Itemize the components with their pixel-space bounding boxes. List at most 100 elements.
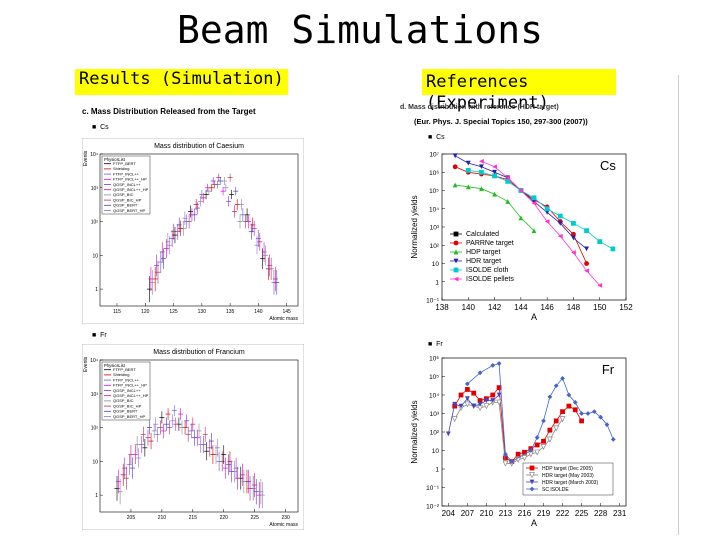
y-tick-label: 10² xyxy=(430,430,440,437)
page-title: Beam Simulations xyxy=(176,8,544,52)
data-marker xyxy=(544,210,550,215)
data-marker xyxy=(492,169,497,175)
y-tick-label: 1 xyxy=(435,279,439,286)
x-tick-label: 120 xyxy=(141,309,150,315)
y-tick-label: 10⁻¹ xyxy=(426,485,440,492)
data-marker xyxy=(477,398,483,403)
y-tick-label: 1 xyxy=(435,467,439,474)
data-marker xyxy=(496,385,502,390)
data-marker xyxy=(585,411,591,416)
x-axis-label: A xyxy=(531,518,537,528)
data-marker xyxy=(529,486,535,492)
data-marker xyxy=(529,479,535,485)
y-axis-label: Normalized yields xyxy=(410,195,419,258)
x-tick-label: 125 xyxy=(169,309,178,315)
left-cs-text: Cs xyxy=(100,124,109,131)
y-tick-label: 10⁶ xyxy=(429,170,439,177)
right-fr-text: Fr xyxy=(436,341,443,348)
data-marker xyxy=(505,175,511,181)
x-tick-label: 148 xyxy=(567,303,581,312)
x-tick-label: 205 xyxy=(127,515,136,521)
data-marker xyxy=(547,394,553,400)
right-cs-label: ■ Cs xyxy=(428,134,445,141)
chart-sim-francium: Mass distribution of Francium 1 10 10² 10³ 10… xyxy=(82,344,304,530)
legend-entry: HDR target (March 2003) xyxy=(542,480,598,486)
data-marker xyxy=(453,276,459,282)
data-marker xyxy=(464,381,470,387)
legend-entry: HDR target (May 2003) xyxy=(542,473,594,479)
x-tick-label: 213 xyxy=(499,509,513,518)
y-tick-label: 10³ xyxy=(91,392,99,398)
data-marker xyxy=(557,233,563,239)
y-tick-label: 10³ xyxy=(430,411,440,418)
data-marker xyxy=(453,240,459,246)
y-tick-label: 10³ xyxy=(91,186,99,192)
data-marker xyxy=(591,409,597,415)
data-marker xyxy=(534,435,540,440)
data-marker xyxy=(465,168,471,173)
x-tick-label: 140 xyxy=(462,303,476,312)
right-panel-heading: d. Mass distribution with reference (HDR… xyxy=(400,104,559,111)
data-marker xyxy=(534,449,541,456)
legend-title: PhysicsList xyxy=(104,157,126,162)
x-tick-label: 138 xyxy=(435,303,449,312)
chart-title: Mass distribution of Caesium xyxy=(154,143,244,150)
x-tick-label: 225 xyxy=(575,509,589,518)
x-tick-label: 144 xyxy=(514,303,528,312)
data-marker xyxy=(547,427,553,433)
data-marker xyxy=(505,199,511,204)
data-marker xyxy=(477,401,483,407)
data-marker xyxy=(559,416,566,423)
y-tick-label: 10⁴ xyxy=(90,358,98,364)
chart-ref-francium: 10⁻² 10⁻¹ 1 10 10² 10³ 10⁴ 10⁵ 10⁶ 204 207 210 213 21… xyxy=(410,356,627,529)
data-marker xyxy=(452,401,458,407)
data-marker xyxy=(471,390,477,396)
y-tick-label: 10⁵ xyxy=(429,374,439,381)
plot-area xyxy=(99,153,299,307)
y-tick-label: 10⁻² xyxy=(426,504,440,511)
data-marker xyxy=(531,200,537,206)
y-tick-label: 10 xyxy=(432,448,440,455)
x-tick-label: 207 xyxy=(461,509,475,518)
data-marker xyxy=(597,283,603,288)
legend-entry: QGSP_BIC xyxy=(113,398,134,403)
reference-label-line1: References xyxy=(426,72,529,92)
data-marker xyxy=(572,407,578,413)
x-tick-label: 215 xyxy=(189,515,198,521)
x-tick-label: 222 xyxy=(556,509,570,518)
x-tick-label: 210 xyxy=(480,509,494,518)
x-axis-label: Atomic mass xyxy=(269,522,298,528)
y-tick-label: 10² xyxy=(430,243,440,250)
data-marker xyxy=(452,164,458,170)
data-marker xyxy=(541,418,546,424)
legend-entry: QGSP_INCL++_HP xyxy=(113,393,149,398)
data-marker xyxy=(502,460,509,467)
x-tick-label: 219 xyxy=(537,509,551,518)
data-marker xyxy=(453,267,459,273)
data-marker xyxy=(490,398,496,403)
data-marker xyxy=(544,219,550,224)
legend-entry: QGSP_INCL++_HP xyxy=(113,187,149,192)
data-marker xyxy=(566,392,572,398)
legend-entry: HDP target (Dec 2005) xyxy=(542,466,593,472)
legend-entry: QGSP_BERT xyxy=(113,409,138,414)
data-marker xyxy=(571,220,576,226)
legend-entry: FTFP_BERT xyxy=(113,161,136,166)
data-marker xyxy=(610,437,616,442)
x-tick-label: 135 xyxy=(226,309,235,315)
legend-entry: SC ISOLDE xyxy=(542,487,569,493)
x-tick-label: 146 xyxy=(540,303,554,312)
data-marker xyxy=(503,451,508,457)
data-marker xyxy=(471,403,477,409)
data-marker xyxy=(465,160,471,166)
legend-title: PhysicsList xyxy=(104,363,126,368)
data-marker xyxy=(557,213,563,219)
x-tick-label: 204 xyxy=(442,509,456,518)
data-marker xyxy=(465,184,471,190)
x-tick-label: 228 xyxy=(594,509,608,518)
data-marker xyxy=(584,261,589,266)
y-tick-label: 10 xyxy=(92,253,98,259)
data-marker xyxy=(584,246,589,252)
legend-entry: FTFP_INCL++ xyxy=(113,171,140,176)
right-fr-label: ■ Fr xyxy=(428,341,443,348)
